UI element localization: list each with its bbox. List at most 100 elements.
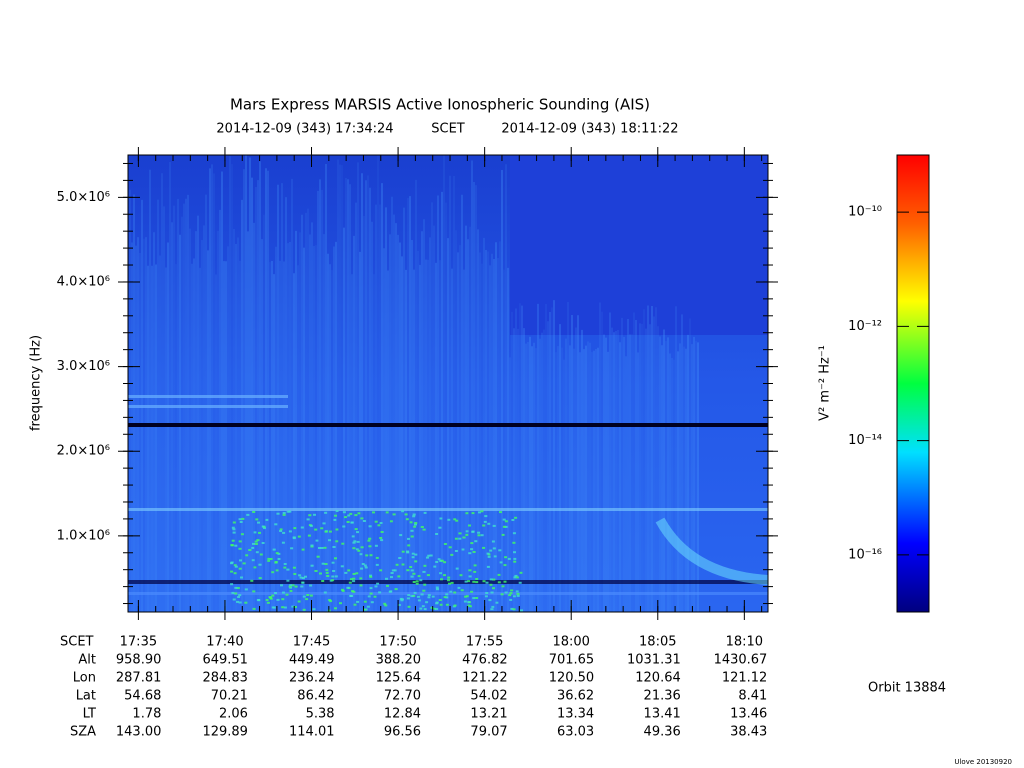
spectrogram-speckle xyxy=(491,605,495,608)
spectrogram-speckle xyxy=(352,577,356,580)
spectrogram-speckle xyxy=(435,533,439,535)
ephemeris-value: 701.65 xyxy=(549,653,595,668)
spectrogram-speckle xyxy=(461,548,465,551)
x-tick-label: 17:40 xyxy=(206,635,243,650)
x-tick-label: 18:05 xyxy=(639,635,676,650)
spectrogram-speckle xyxy=(288,585,292,588)
spectrogram-speckle xyxy=(321,562,325,565)
spectrogram-speckle xyxy=(416,595,420,598)
spectrogram-speckle xyxy=(438,599,442,601)
spectrogram-speckle xyxy=(256,599,260,601)
spectrogram-speckle xyxy=(415,580,419,583)
spectrogram-speckle xyxy=(369,575,373,578)
spectrogram-speckle xyxy=(487,555,491,558)
spectrogram-speckle xyxy=(390,572,394,574)
spectrogram-speckle xyxy=(507,557,511,560)
spectrogram-speckle xyxy=(447,518,451,521)
spectrogram-speckle xyxy=(253,566,257,569)
ephemeris-value: 121.22 xyxy=(462,671,508,686)
spectrogram-speckle xyxy=(275,569,279,572)
spectrogram-speckle xyxy=(463,600,467,603)
spectrogram-speckle xyxy=(326,575,330,577)
spectrogram-speckle xyxy=(276,512,280,515)
spectrogram-speckle xyxy=(363,600,367,603)
y-tick-label: 5.0×10⁶ xyxy=(57,190,110,205)
ephemeris-value: 54.02 xyxy=(470,689,507,704)
spectrogram-speckle xyxy=(282,531,286,534)
spectrogram-speckle xyxy=(254,540,258,543)
spectrogram-speckle xyxy=(499,511,502,514)
spectrogram-speckle xyxy=(419,579,423,582)
spectrogram-speckle xyxy=(492,524,496,527)
spectrogram-speckle xyxy=(386,584,389,587)
colorbar-tick-label: 10⁻¹⁰ xyxy=(848,205,882,220)
spectrogram-speckle xyxy=(271,571,275,574)
spectrogram-speckle xyxy=(258,563,262,566)
spectrogram-speckle xyxy=(515,576,519,579)
spectrogram-speckle xyxy=(470,548,474,551)
spectrogram-speckle xyxy=(458,532,462,535)
spectrogram-speckle xyxy=(388,590,392,593)
spectrogram-speckle xyxy=(245,554,249,557)
spectrogram-speckle xyxy=(499,561,503,564)
spectrogram-speckle xyxy=(450,553,454,556)
spectrogram-speckle xyxy=(257,521,260,524)
spectrogram-speckle xyxy=(513,576,517,579)
spectrogram-speckle xyxy=(335,510,339,512)
ephemeris-value: 1430.67 xyxy=(714,653,768,668)
spectrogram-speckle xyxy=(314,528,318,531)
spectrogram-speckle xyxy=(422,570,426,573)
spectrogram-speckle xyxy=(365,554,369,557)
ephemeris-value: 13.34 xyxy=(557,707,594,722)
spectrogram-speckle xyxy=(234,565,238,568)
spectrogram-speckle xyxy=(508,594,512,597)
spectrogram-speckle xyxy=(397,575,401,578)
spectrogram-speckle xyxy=(475,578,479,580)
spectrogram-speckle xyxy=(274,592,277,594)
spectrogram-speckle xyxy=(341,589,345,592)
spectrogram-speckle xyxy=(352,573,356,575)
ephemeris-value: 13.41 xyxy=(644,707,681,722)
spectrogram-speckle xyxy=(407,605,411,608)
spectrogram-speckle xyxy=(267,559,271,562)
spectrogram-speckle xyxy=(304,575,307,578)
spectrogram-speckle xyxy=(244,601,248,604)
spectrogram-speckle xyxy=(331,561,335,564)
spectrogram-speckle xyxy=(238,518,242,521)
spectrogram-speckle xyxy=(514,516,518,519)
spectrogram-speckle xyxy=(301,581,305,584)
spectrogram-speckle xyxy=(471,512,475,515)
spectrogram-speckle xyxy=(297,600,301,603)
spectrogram-speckle xyxy=(301,548,305,551)
spectrogram-speckle xyxy=(465,533,469,536)
x-tick-label: 18:00 xyxy=(552,635,589,650)
spectrogram-speckle xyxy=(407,537,410,540)
spectrogram-speckle xyxy=(489,583,493,586)
spectrogram-speckle xyxy=(384,604,388,607)
spectrogram-speckle xyxy=(482,580,486,583)
spectrogram-speckle xyxy=(251,546,255,549)
x-tick-label: 17:45 xyxy=(293,635,330,650)
spectrogram-speckle xyxy=(468,524,471,527)
spectrogram-speckle xyxy=(413,591,417,594)
spectrogram-speckle xyxy=(485,581,489,584)
ephemeris-value: 13.21 xyxy=(470,707,507,722)
ephemeris-value: 21.36 xyxy=(644,689,681,704)
spectrogram-speckle xyxy=(277,558,281,560)
ephemeris-label: SZA xyxy=(70,725,96,740)
spectrogram-speckle xyxy=(277,552,281,555)
ephemeris-value: 36.62 xyxy=(557,689,594,704)
spectrogram-speckle xyxy=(310,564,314,567)
spectrogram-speckle xyxy=(344,571,348,574)
spectrogram-speckle xyxy=(255,551,259,554)
spectrogram-speckle xyxy=(440,559,444,562)
spectrogram-speckle xyxy=(376,582,380,585)
spectrogram-speckle xyxy=(239,559,242,562)
spectrogram-speckle xyxy=(252,511,256,513)
spectrogram-speckle xyxy=(498,549,502,552)
spectrogram-speckle xyxy=(501,533,505,536)
spectrogram-speckle xyxy=(275,552,279,555)
spectrogram-speckle xyxy=(232,598,236,601)
spectrogram-speckle xyxy=(233,572,237,575)
spectrogram-speckle xyxy=(315,539,319,542)
